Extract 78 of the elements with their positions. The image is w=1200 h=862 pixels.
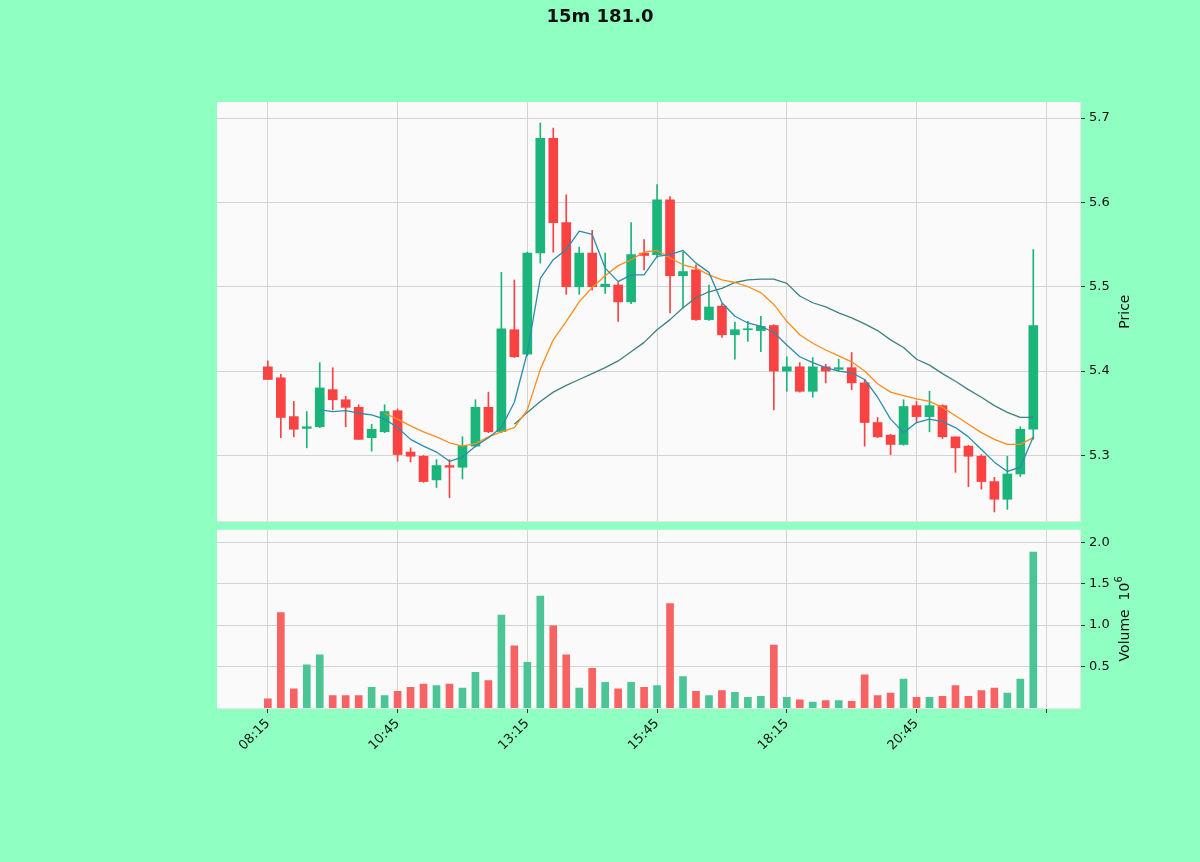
- bar: [640, 686, 648, 708]
- bar: [510, 645, 519, 708]
- bar: [990, 687, 999, 708]
- bar: [679, 676, 687, 708]
- bar: [432, 685, 441, 708]
- bar: [705, 695, 713, 708]
- bar: [912, 696, 921, 708]
- bar: [860, 674, 869, 708]
- bar: [419, 683, 428, 708]
- bar: [899, 678, 908, 708]
- bar: [808, 701, 817, 708]
- y-tick-label: 5.4: [1089, 362, 1110, 378]
- bar: [264, 698, 272, 708]
- bar: [886, 692, 895, 708]
- candlestick: [301, 411, 312, 449]
- bar: [769, 644, 778, 708]
- bar: [1003, 692, 1012, 708]
- bar: [614, 688, 622, 708]
- bar: [731, 691, 739, 708]
- bar: [1016, 678, 1025, 708]
- bar: [873, 695, 882, 708]
- bar: [328, 695, 337, 708]
- y-tick-label: 0.5: [1089, 657, 1110, 673]
- bar: [601, 681, 609, 708]
- candlestick: [743, 320, 753, 342]
- bar: [1029, 551, 1038, 708]
- y-tick-label: 5.6: [1089, 193, 1110, 209]
- bar: [380, 695, 389, 708]
- bar: [795, 699, 804, 708]
- y-tick-label: 2.0: [1089, 533, 1110, 549]
- bar: [575, 687, 584, 708]
- chart-title: 15m 181.0: [545, 5, 655, 26]
- bar: [666, 603, 674, 708]
- candlestick: [600, 252, 610, 294]
- bar: [744, 696, 752, 708]
- bar: [627, 681, 635, 708]
- bar: [458, 687, 467, 708]
- bar: [277, 612, 285, 708]
- bar: [367, 686, 376, 708]
- bar: [523, 662, 532, 708]
- bar: [964, 696, 973, 708]
- bar: [341, 695, 350, 708]
- bar: [588, 667, 597, 708]
- bar: [471, 672, 480, 708]
- bar: [653, 685, 661, 708]
- y-tick-label: 1.5: [1089, 575, 1110, 591]
- bar: [315, 654, 324, 708]
- y-axis-title: Price: [1115, 294, 1132, 329]
- bar: [847, 701, 856, 708]
- bar: [302, 664, 311, 708]
- bar: [289, 688, 298, 708]
- y-tick-label: 5.5: [1089, 278, 1110, 294]
- bar: [938, 696, 947, 708]
- bar: [821, 700, 830, 708]
- bar: [536, 595, 545, 708]
- bar: [925, 696, 934, 708]
- bar: [562, 654, 571, 708]
- bar: [354, 695, 363, 708]
- bar: [445, 683, 454, 708]
- bar: [497, 614, 506, 708]
- y-axis-title: Volume 106: [1112, 576, 1132, 662]
- bar: [406, 686, 415, 708]
- bar: [757, 696, 765, 708]
- bar: [977, 690, 986, 708]
- bar: [549, 625, 558, 708]
- bar: [951, 685, 960, 708]
- bar: [484, 680, 493, 708]
- bar: [834, 700, 843, 708]
- y-tick-label: 5.3: [1089, 446, 1110, 462]
- candlestick: [678, 251, 688, 309]
- candlestick: [327, 367, 338, 411]
- candlestick: [730, 321, 740, 360]
- bar: [393, 691, 402, 708]
- bar: [692, 691, 700, 708]
- bar: [718, 690, 726, 708]
- y-tick-label: 1.0: [1089, 616, 1110, 632]
- y-tick-label: 5.7: [1089, 109, 1110, 125]
- bar: [782, 696, 791, 708]
